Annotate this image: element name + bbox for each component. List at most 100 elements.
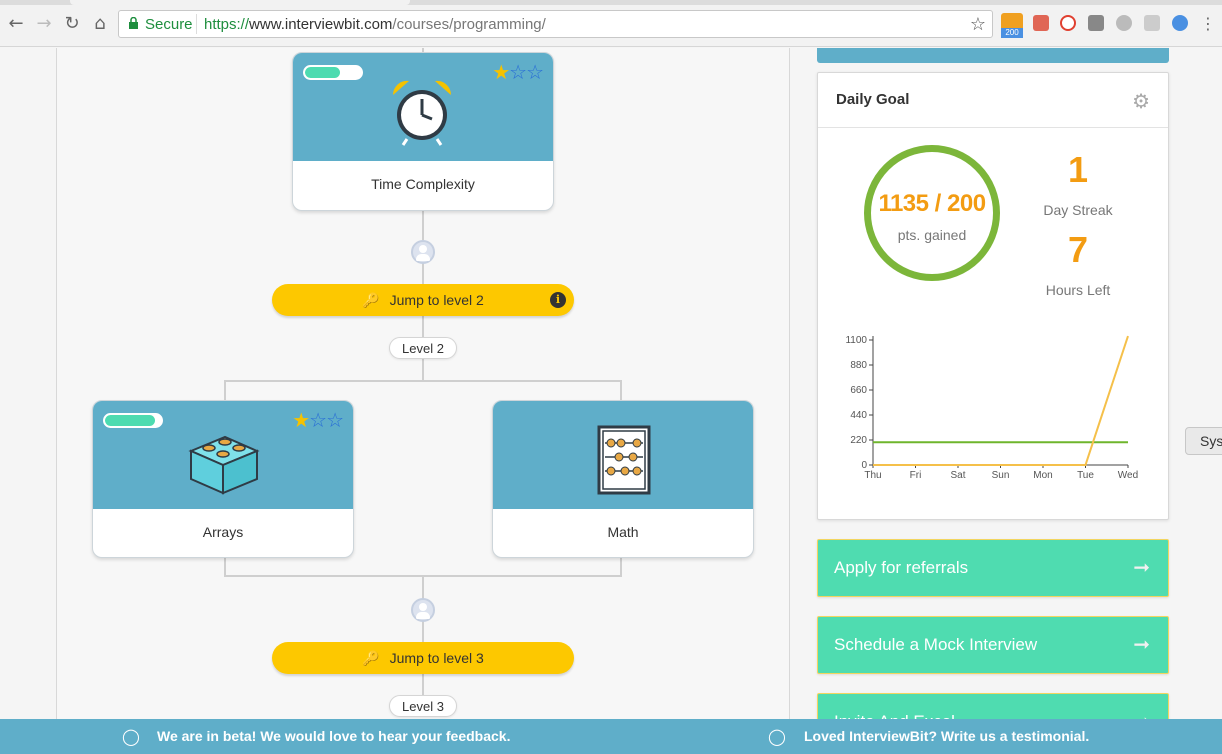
star-empty-icon: ☆ [509, 60, 527, 84]
key-icon: 🔑 [362, 293, 380, 309]
rss-extension-icon[interactable]: 200 [1001, 13, 1023, 38]
right-divider [789, 48, 790, 720]
path-connector [422, 359, 424, 381]
daily-goal-card: Daily Goal ⚙ 1135 / 200 pts. gained 1 Da… [817, 72, 1169, 520]
abacus-icon [597, 425, 651, 495]
y-tick-label: 660 [850, 385, 867, 396]
action-label: Apply for referrals [834, 558, 969, 577]
active-tab[interactable] [70, 0, 410, 5]
rating-stars: ★☆☆ [492, 60, 544, 84]
lock-icon [129, 17, 138, 29]
topic-title: Arrays [202, 524, 244, 540]
series-line-1 [873, 335, 1129, 466]
streak-value: 1 [1067, 149, 1089, 190]
branch-right-bottom [620, 556, 622, 576]
home-icon[interactable]: ⌂ [94, 13, 106, 34]
path-connector [422, 620, 424, 642]
left-divider [56, 48, 57, 720]
beta-feedback-link[interactable]: We are in beta! We would love to hear yo… [157, 728, 511, 744]
jump-button-label: Jump to level 3 [389, 650, 484, 666]
level-label: Level 3 [389, 695, 457, 717]
hours-left-label: Hours Left [1045, 282, 1111, 298]
clip-extension-icon[interactable] [1116, 15, 1132, 31]
streak-label: Day Streak [1043, 202, 1113, 218]
alarm-clock-icon [392, 80, 452, 146]
extension-badge: 200 [1001, 28, 1023, 38]
forward-icon[interactable]: → [36, 13, 52, 34]
branch-right-top [620, 380, 622, 402]
jump-to-level-3-button[interactable]: 🔑 Jump to level 3 [272, 642, 574, 674]
lightbulb-icon: ◯ [768, 727, 786, 746]
card-banner: ★☆☆ [293, 53, 553, 161]
path-connector [422, 262, 424, 286]
arrow-right-icon: ➞ [1133, 632, 1150, 656]
branch-top [224, 380, 622, 382]
notes-extension-icon[interactable] [1088, 15, 1104, 31]
progress-fill [105, 415, 156, 426]
branch-bottom [224, 575, 622, 577]
topic-card-arrays[interactable]: ★☆☆ Arrays [92, 400, 354, 558]
x-tick-label: Thu [864, 470, 881, 481]
avatar-icon [411, 598, 435, 622]
points-chart: 0 220 440 660 880 1100 Thu Fri Sat Sun Mon Tue Wed [845, 335, 1138, 481]
chart-axes: 0 220 440 660 880 1100 Thu Fri Sat Sun Mon Tue Wed [845, 335, 1138, 481]
reload-icon[interactable]: ↻ [64, 13, 80, 34]
x-tick-label: Wed [1118, 470, 1138, 481]
path-connector [422, 672, 424, 696]
topic-card-math[interactable]: Math [492, 400, 754, 558]
daily-goal-title: Daily Goal [836, 91, 910, 108]
card-banner: ★☆☆ [93, 401, 353, 509]
star-empty-icon: ☆ [326, 408, 344, 432]
x-tick-label: Tue [1077, 470, 1094, 481]
tab-strip [0, 0, 1222, 5]
bookmark-star-icon[interactable]: ☆ [969, 14, 986, 35]
system-button[interactable]: Sys [1185, 427, 1222, 455]
path-connector [422, 314, 424, 340]
goal-progress-ring: 1135 / 200 pts. gained [864, 145, 1000, 281]
avatar-icon [411, 240, 435, 264]
topic-progress-bar [103, 413, 163, 428]
points-value: 1135 / 200 [878, 190, 986, 217]
testimonial-link[interactable]: Loved InterviewBit? Write us a testimoni… [804, 728, 1090, 744]
adblock-extension-icon[interactable] [1060, 15, 1076, 31]
lightbulb-icon: ◯ [122, 727, 140, 746]
hours-left-value: 7 [1067, 229, 1089, 270]
x-tick-label: Mon [1033, 470, 1052, 481]
sync-extension-icon[interactable] [1144, 15, 1160, 31]
branch-left-top [224, 380, 226, 402]
arrow-right-icon: ➞ [1133, 555, 1150, 579]
action-label: Schedule a Mock Interview [834, 635, 1038, 654]
card-banner [493, 401, 753, 509]
x-tick-label: Sun [992, 470, 1010, 481]
info-icon[interactable]: i [550, 292, 566, 308]
star-half-icon: ★ [492, 60, 510, 84]
url-text[interactable]: https://www.interviewbit.com/courses/pro… [204, 16, 546, 33]
points-label: pts. gained [897, 227, 967, 243]
url-separator [196, 14, 197, 34]
path-connector [422, 210, 424, 240]
schedule-mock-interview-button[interactable]: Schedule a Mock Interview ➞ [817, 616, 1169, 674]
x-tick-label: Fri [910, 470, 922, 481]
jump-to-level-2-button[interactable]: 🔑 Jump to level 2 i [272, 284, 574, 316]
apply-for-referrals-button[interactable]: Apply for referrals ➞ [817, 539, 1169, 597]
y-tick-label: 1100 [845, 335, 867, 346]
topic-title: Time Complexity [371, 176, 475, 192]
menu-icon[interactable]: ⋮ [1200, 14, 1216, 33]
topic-title: Math [607, 524, 639, 540]
url-path: /courses/programming/ [392, 16, 546, 33]
search-extension-icon[interactable] [1172, 15, 1188, 31]
bookmark-extension-icon[interactable] [1033, 15, 1049, 31]
back-icon[interactable]: ← [8, 13, 24, 34]
star-half-icon: ★ [292, 408, 310, 432]
gear-icon[interactable]: ⚙ [1132, 89, 1150, 113]
topic-progress-bar [303, 65, 363, 80]
path-connector [422, 577, 424, 599]
star-empty-icon: ☆ [526, 60, 544, 84]
daily-goal-header: Daily Goal ⚙ [818, 73, 1168, 128]
star-empty-icon: ☆ [309, 408, 327, 432]
address-bar[interactable]: Secure https://www.interviewbit.com/cour… [118, 10, 993, 38]
key-icon: 🔑 [362, 651, 380, 667]
y-tick-label: 220 [850, 435, 867, 446]
rating-stars: ★☆☆ [292, 408, 344, 432]
topic-card-time-complexity[interactable]: ★☆☆ Time Complexity [292, 52, 554, 211]
